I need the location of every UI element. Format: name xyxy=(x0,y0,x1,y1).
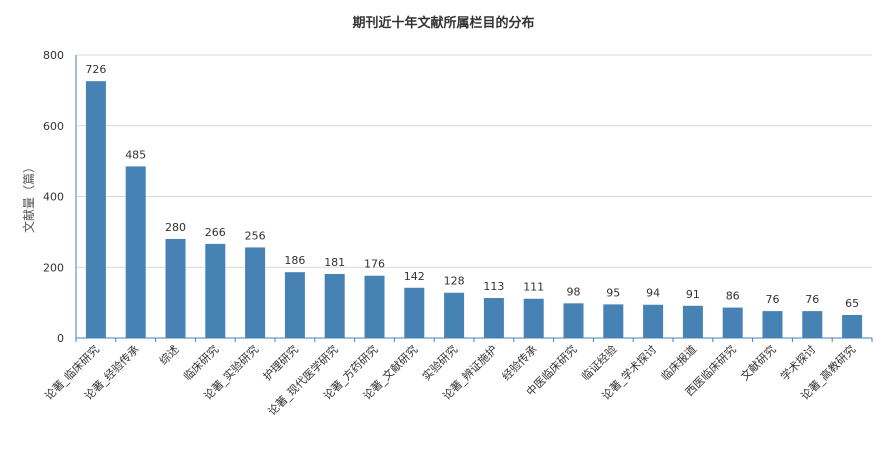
bar[interactable] xyxy=(364,275,385,338)
x-tick-label: 文献研究 xyxy=(738,342,779,383)
bar[interactable] xyxy=(245,247,266,338)
bar[interactable] xyxy=(523,298,544,338)
data-label: 113 xyxy=(483,280,504,293)
data-label: 256 xyxy=(245,229,266,242)
data-label: 76 xyxy=(805,293,819,306)
y-tick-label: 400 xyxy=(43,191,64,204)
bar[interactable] xyxy=(444,292,465,338)
x-tick-label: 临床研究 xyxy=(180,342,221,383)
data-label: 128 xyxy=(444,275,465,288)
data-label: 91 xyxy=(686,288,700,301)
bar[interactable] xyxy=(722,307,743,338)
data-label: 86 xyxy=(726,290,740,303)
y-tick-label: 800 xyxy=(43,49,64,62)
data-label: 142 xyxy=(404,270,425,283)
bar[interactable] xyxy=(85,81,106,339)
x-tick-label: 综述 xyxy=(156,342,181,367)
bar-layer: 726 485 280 266 256 186 181 176 142 128 113 111 98 95… xyxy=(85,63,863,339)
bar[interactable] xyxy=(603,304,624,338)
data-label: 76 xyxy=(766,293,780,306)
x-tick-label: 临证经验 xyxy=(578,342,619,383)
data-label: 266 xyxy=(205,226,226,239)
bar[interactable] xyxy=(762,311,783,338)
bar[interactable] xyxy=(284,272,305,338)
bar[interactable] xyxy=(324,273,345,338)
data-label: 726 xyxy=(85,63,106,76)
x-tick-label: 论著_现代医学研究 xyxy=(265,342,341,418)
bar[interactable] xyxy=(842,315,863,338)
bar[interactable] xyxy=(205,243,226,338)
y-tick-label: 0 xyxy=(57,332,64,345)
bar[interactable] xyxy=(165,238,186,338)
chart-title: 期刊近十年文献所属栏目的分布 xyxy=(352,16,535,31)
data-label: 186 xyxy=(284,254,305,267)
bar[interactable] xyxy=(802,311,823,338)
grid-layer xyxy=(76,54,872,268)
bar[interactable] xyxy=(404,287,425,338)
data-label: 98 xyxy=(567,285,581,298)
data-label: 94 xyxy=(646,287,660,300)
x-tick-label: 护理研究 xyxy=(260,342,301,383)
x-tick-label: 临床报道 xyxy=(658,342,699,383)
bar[interactable] xyxy=(682,305,703,338)
y-axis-label: 文献量（篇） xyxy=(21,161,36,233)
data-label: 280 xyxy=(165,221,186,234)
bar[interactable] xyxy=(563,303,584,338)
data-label: 176 xyxy=(364,258,385,271)
x-tick-label: 学术探讨 xyxy=(777,342,818,383)
y-tick-label: 600 xyxy=(43,120,64,133)
data-label: 111 xyxy=(523,281,544,294)
bar[interactable] xyxy=(483,298,504,338)
x-tick-label: 实验研究 xyxy=(419,342,460,383)
bar[interactable] xyxy=(125,166,146,338)
data-label: 181 xyxy=(324,256,345,269)
y-tick-label: 200 xyxy=(43,261,64,274)
data-label: 95 xyxy=(606,286,620,299)
bar[interactable] xyxy=(643,304,664,338)
data-label: 485 xyxy=(125,148,146,161)
data-label: 65 xyxy=(845,297,859,310)
x-tick-label: 经验传承 xyxy=(499,342,540,383)
